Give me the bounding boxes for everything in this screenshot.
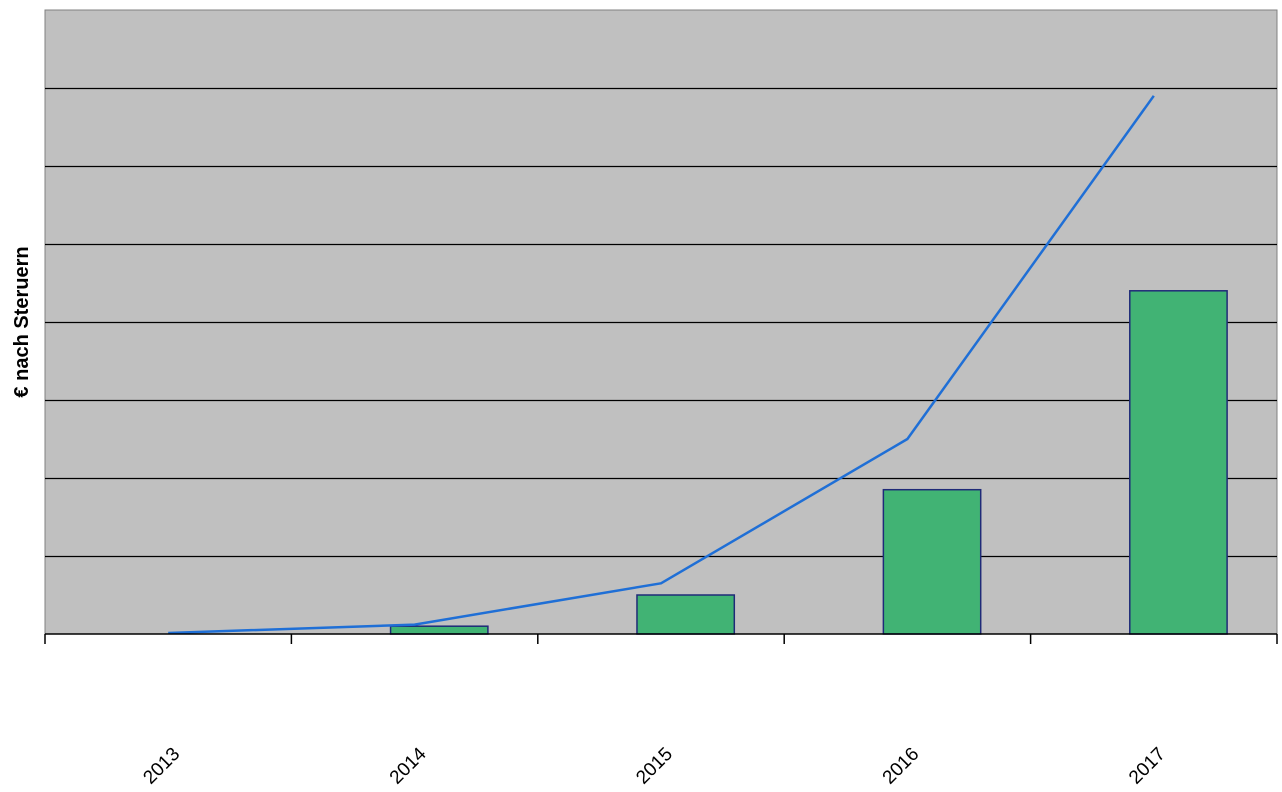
y-axis-title: € nach Steruern: [11, 246, 33, 397]
bar-series: [389, 290, 1228, 635]
x-axis: [44, 633, 1278, 644]
x-tick-labels: 2013 2014 2015 2016 2017: [139, 743, 1169, 788]
x-tick-label-2013: 2013: [139, 744, 184, 789]
x-tick-label-2015: 2015: [632, 744, 677, 789]
x-tick-label-2017: 2017: [1125, 744, 1170, 789]
x-tick-label-2016: 2016: [879, 744, 924, 789]
bar-2016: [882, 488, 982, 635]
bar-2014: [389, 625, 489, 635]
x-tick-label-2014: 2014: [386, 743, 431, 788]
line-series: [168, 95, 1155, 635]
bar-2015: [636, 594, 736, 635]
bar-2017: [1129, 290, 1228, 635]
gridlines: [45, 87, 1277, 558]
